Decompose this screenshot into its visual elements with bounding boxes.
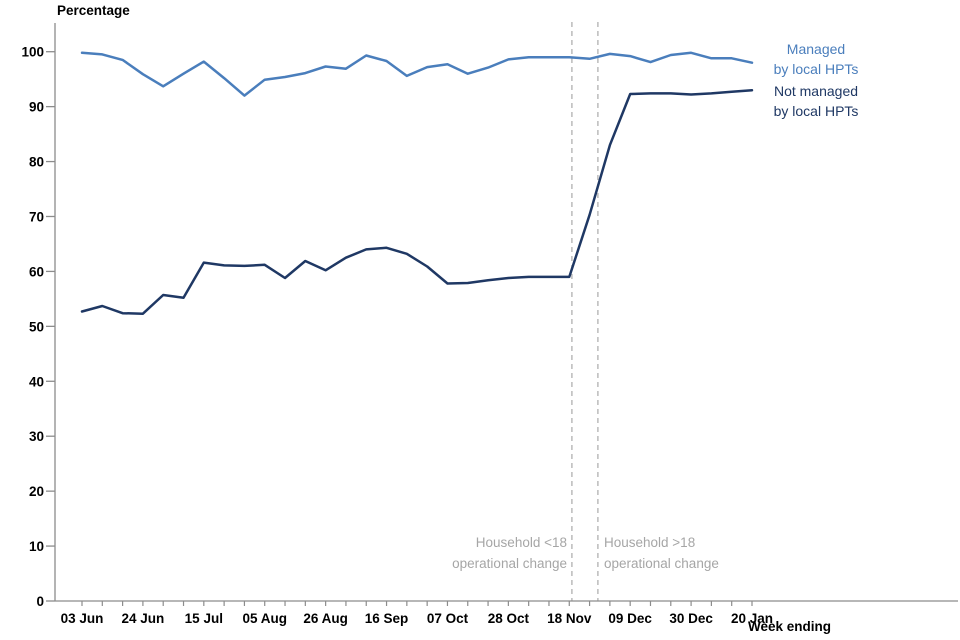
- y-tick-label: 30: [29, 429, 44, 444]
- legend-managed: Managed by local HPTs: [758, 39, 874, 79]
- legend-not-managed-line2: by local HPTs: [773, 103, 859, 119]
- legend-not-managed-line1: Not managed: [773, 83, 859, 99]
- annotation-left-line1: Household <18: [475, 535, 567, 550]
- x-tick-label: 05 Aug: [242, 611, 287, 626]
- y-tick-label: 10: [29, 539, 44, 554]
- annotation-right-line1: Household >18: [604, 535, 696, 550]
- y-tick-label: 20: [29, 484, 44, 499]
- x-tick-label: 15 Jul: [185, 611, 223, 626]
- x-axis-title: Week ending: [748, 619, 832, 634]
- y-tick-label: 50: [29, 319, 44, 334]
- annotation-household-under-18: Household <18 operational change: [367, 533, 567, 574]
- x-tick-label: 03 Jun: [61, 611, 104, 626]
- y-tick-label: 90: [29, 100, 44, 115]
- x-tick-label: 16 Sep: [365, 611, 409, 626]
- y-tick-label: 40: [29, 374, 44, 389]
- legend-not-managed: Not managed by local HPTs: [758, 81, 874, 121]
- y-tick-label: 70: [29, 209, 44, 224]
- x-tick-label: 07 Oct: [427, 611, 469, 626]
- y-axis-title: Percentage: [57, 3, 130, 18]
- annotation-household-over-18: Household >18 operational change: [604, 533, 824, 574]
- managed-series-line: [80, 51, 754, 97]
- annotation-left-line2: operational change: [452, 555, 567, 571]
- x-tick-label: 18 Nov: [547, 611, 592, 626]
- not-managed-series-line: [80, 88, 754, 315]
- y-tick-label: 0: [36, 594, 44, 609]
- x-tick-label: 09 Dec: [608, 611, 652, 626]
- y-tick-label: 80: [29, 155, 44, 170]
- x-tick-label: 28 Oct: [488, 611, 530, 626]
- x-tick-label: 20 Jan: [731, 611, 773, 626]
- legend-managed-line1: Managed: [786, 41, 846, 57]
- x-tick-label: 24 Jun: [122, 611, 165, 626]
- y-tick-label: 60: [29, 264, 44, 279]
- x-tick-label: 26 Aug: [303, 611, 348, 626]
- legend-managed-line2: by local HPTs: [773, 61, 859, 77]
- x-tick-label: 30 Dec: [669, 611, 713, 626]
- y-tick-label: 100: [21, 45, 44, 60]
- annotation-right-line2: operational change: [604, 555, 719, 571]
